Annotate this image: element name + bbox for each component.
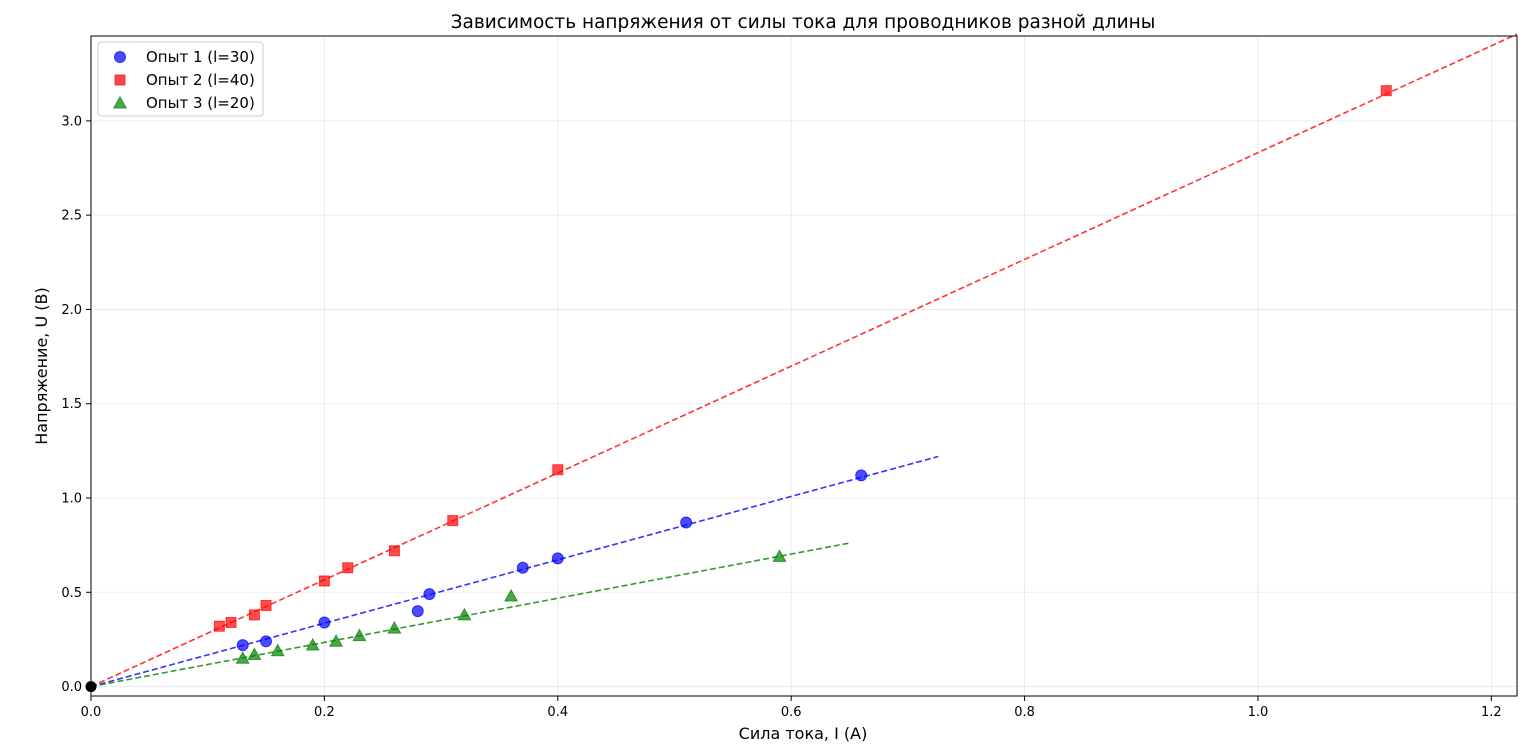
fit-lines	[90, 33, 1518, 688]
legend-box	[97, 41, 264, 117]
data-point-series-2	[318, 575, 330, 587]
data-point-series-2	[342, 562, 354, 574]
data-point-series-1	[423, 588, 436, 601]
x-tick-label: 0.6	[781, 705, 802, 720]
data-point-series-2	[248, 609, 260, 621]
y-tick-label: 2.5	[61, 209, 82, 224]
plot-frame	[90, 35, 1518, 697]
data-point-series-3	[387, 620, 402, 634]
data-point-series-3	[247, 647, 262, 660]
chart-title: Зависимость напряжения от силы тока для …	[451, 12, 1156, 33]
x-tick-label: 0.0	[81, 705, 102, 720]
fit-line-series-1	[90, 455, 939, 688]
legend-label: Опыт 1 (l=30)	[146, 48, 255, 66]
data-point-series-1	[680, 516, 693, 529]
data-point-series-2	[213, 620, 225, 632]
legend-label: Опыт 2 (l=40)	[146, 71, 255, 89]
data-point-series-3	[235, 651, 250, 664]
legend-marker	[112, 95, 128, 109]
x-tick-label: 0.8	[1014, 705, 1035, 720]
data-point-series-1	[516, 561, 529, 574]
y-tick-label: 3.0	[61, 114, 82, 129]
data-point-series-2	[552, 464, 564, 476]
y-tick-label: 1.5	[61, 397, 82, 412]
x-tick-label: 1.0	[1248, 705, 1269, 720]
data-points	[85, 85, 1392, 693]
y-axis-label: Напряжение, U (В)	[32, 287, 51, 444]
data-point-series-1	[551, 552, 564, 565]
legend-item: Опыт 1 (l=30)	[114, 48, 255, 66]
legend-label: Опыт 3 (l=20)	[146, 94, 255, 112]
fit-line-series-2	[90, 33, 1518, 688]
data-point-series-3	[772, 549, 787, 562]
data-point-series-3	[504, 588, 519, 602]
x-tick-label: 1.2	[1481, 705, 1502, 720]
legend-item: Опыт 2 (l=40)	[114, 71, 255, 89]
y-tick-label: 0.5	[61, 586, 82, 601]
y-tick-label: 1.0	[61, 492, 82, 507]
data-point-series-1	[318, 616, 331, 629]
grid	[90, 36, 1517, 696]
data-point-series-2	[447, 515, 459, 527]
y-tick-label: 0.0	[61, 680, 82, 695]
axis-ticks: 0.0 0.2 0.4 0.6 0.8 1.0 1.2 0.0 0.5 1.0 1.5 2.0 2.5 3…	[61, 114, 1501, 720]
data-point-series-3	[457, 607, 472, 621]
data-point-series-1	[855, 469, 868, 482]
legend-marker	[114, 74, 126, 86]
data-point-series-3	[305, 637, 320, 651]
x-tick-label: 0.2	[314, 705, 335, 720]
x-tick-label: 0.4	[547, 705, 568, 720]
fit-line-series-3	[90, 542, 849, 688]
data-point-series-3	[329, 634, 344, 647]
y-tick-label: 2.0	[61, 303, 82, 318]
legend: Опыт 1 (l=30) Опыт 2 (l=40) Опыт 3 (l=20)	[97, 41, 264, 117]
data-point-series-2	[388, 545, 400, 557]
x-axis-label: Сила тока, I (А)	[739, 724, 868, 743]
legend-marker	[114, 51, 126, 63]
data-point-series-3	[270, 643, 285, 657]
legend-item: Опыт 3 (l=20)	[112, 94, 255, 112]
data-point-series-3	[352, 628, 367, 642]
data-point-series-2	[225, 616, 237, 628]
data-point-series-1	[236, 639, 249, 652]
data-point-series-1	[411, 605, 424, 618]
data-point-series-2	[1380, 85, 1392, 97]
data-point-series-2	[260, 599, 272, 611]
data-point-series-1	[260, 635, 273, 648]
